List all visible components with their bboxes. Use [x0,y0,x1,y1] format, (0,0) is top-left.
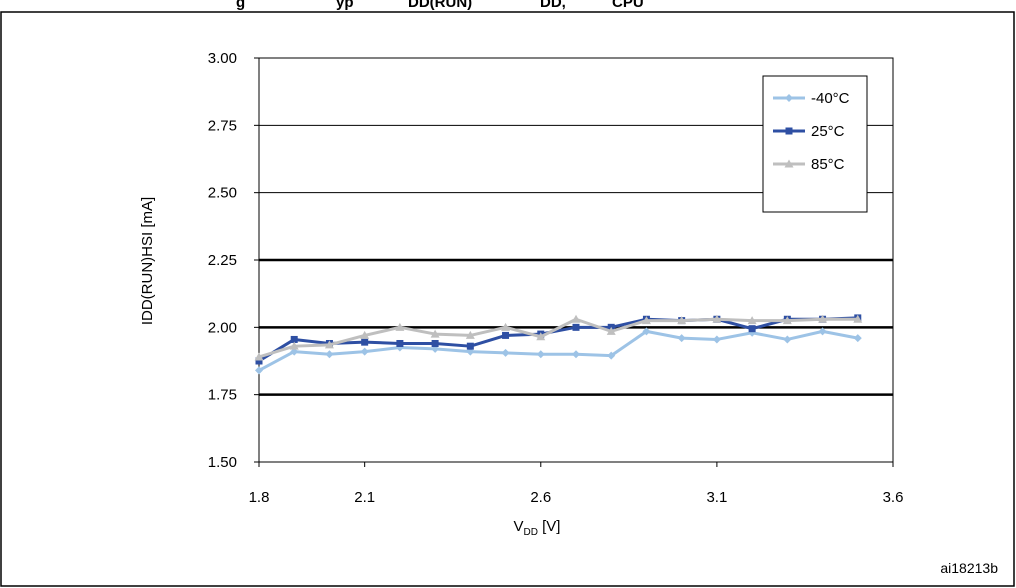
title-fragment: yp [336,0,354,11]
legend-swatch-marker [784,159,794,168]
y-tick-label: 1.75 [208,387,237,404]
title-fragment: g [236,0,245,11]
data-point [536,350,545,359]
gridlines [259,124,893,396]
data-point [782,316,792,325]
data-point [747,316,757,325]
x-tick-label: 3.6 [883,489,904,506]
y-tick-label: 1.50 [208,454,237,471]
data-point [396,339,404,347]
legend-label: -40°C [811,90,850,107]
y-tick-label: 2.75 [208,117,237,134]
data-point [254,352,264,361]
series-line [258,316,858,363]
data-point [360,330,370,339]
data-point [255,366,263,375]
title-fragment: DD(RUN) [408,0,472,11]
data-point [431,339,439,347]
data-point [255,357,263,365]
data-point [465,330,475,339]
data-point [712,335,721,344]
y-tick-label: 3.00 [208,50,237,67]
legend-swatch-marker [785,94,793,102]
data-point [361,338,369,346]
x-axis-label-unit: [V] [538,518,561,535]
x-axis-ticks: 1.8 2.1 2.6 3.1 3.6 [249,462,904,506]
data-point [289,341,299,350]
series-layer [254,314,863,375]
chart-title-fragments: g yp DD(RUN) DD, CPU [236,0,644,11]
x-tick-label: 2.1 [354,489,375,506]
data-point [571,314,581,323]
title-fragment: CPU [612,0,644,11]
legend-label: 25°C [811,123,845,140]
data-point [395,322,405,331]
data-point [290,335,298,343]
x-tick-label: 3.1 [706,489,727,506]
data-point [430,329,440,338]
data-point [748,325,756,333]
data-point [536,332,546,341]
data-point [783,335,792,344]
x-tick-label: 2.6 [530,489,551,506]
y-axis-ticks: 1.50 1.75 2.00 2.25 2.50 2.75 3.00 [208,50,259,471]
data-point [607,351,616,360]
data-point [325,350,334,359]
data-point [572,323,580,331]
data-point [572,350,580,359]
y-tick-label: 2.00 [208,319,237,336]
data-point [642,327,651,336]
legend-label: 85°C [811,156,845,173]
data-point [712,314,722,323]
data-point [818,314,828,323]
legend: -40°C 25°C 85°C [762,75,868,213]
data-point [360,347,369,356]
figure-id: ai18213b [940,560,998,576]
data-point [502,331,510,339]
data-point [818,327,827,336]
data-point [501,322,511,331]
data-point [853,314,863,323]
data-point [677,316,687,325]
data-point [501,348,510,357]
y-axis-label: IDD(RUN)HSI [mA] [139,197,156,325]
series-line [258,329,859,372]
data-point [324,340,334,349]
y-tick-label: 2.25 [208,252,237,269]
x-axis-label: VDD [V] [514,518,561,538]
figure-border [0,11,1015,587]
x-axis-label-subscript: DD [524,527,538,538]
series-2 [254,314,863,361]
series-line [258,317,858,359]
title-fragment: DD, [540,0,566,11]
x-tick-label: 1.8 [249,489,270,506]
legend-swatch-marker [785,127,793,135]
y-tick-label: 2.50 [208,185,237,202]
data-point [606,326,616,335]
data-point [677,334,686,343]
data-point [641,316,651,325]
data-point [853,334,862,343]
x-axis-label-main: V [514,518,524,535]
data-point [466,342,474,350]
series-0 [255,327,862,375]
